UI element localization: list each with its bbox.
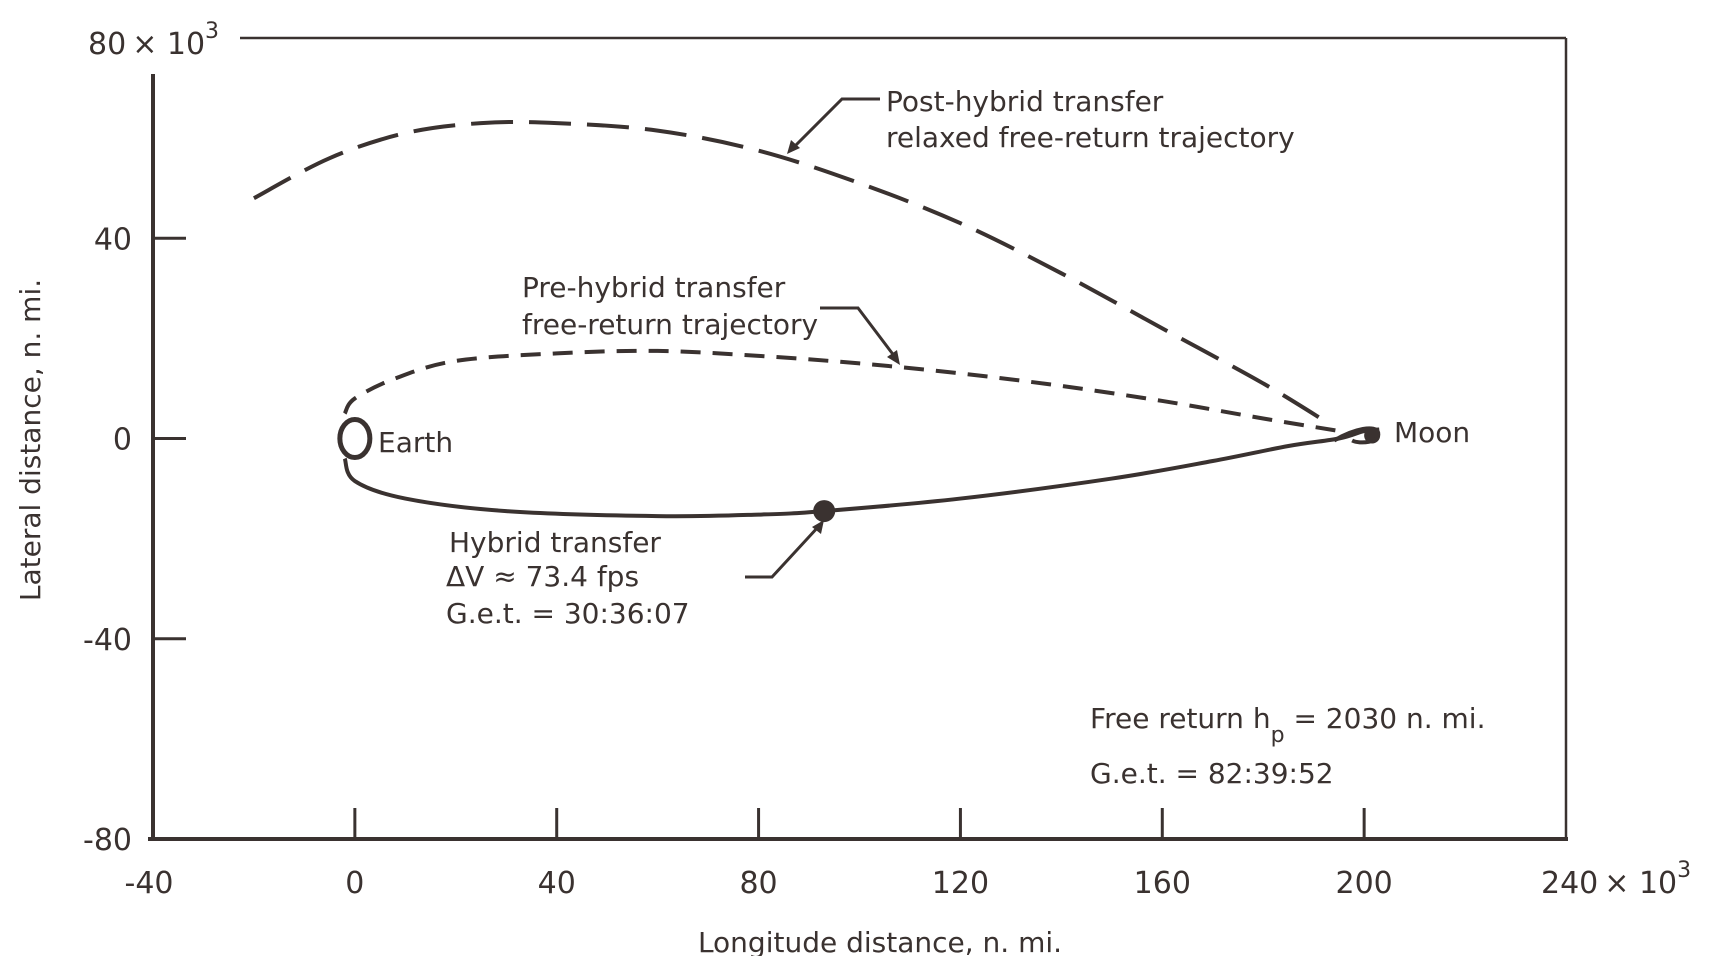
- hybrid-burn-point: [813, 500, 836, 523]
- post-hybrid-trajectory-line: [252, 120, 1330, 426]
- x-tick-label: 160: [1134, 866, 1191, 901]
- free-return-note: Free return hp = 2030 n. mi.: [1090, 702, 1485, 748]
- pre-hybrid-leader: [820, 306, 897, 358]
- y-tick-label: 40: [94, 222, 132, 257]
- x-tick-label: 80: [739, 866, 777, 901]
- pre-hybrid-trajectory-line: [342, 348, 1340, 433]
- y-tick-labels: -80 -40 0 40: [83, 222, 132, 858]
- hybrid-leader: [745, 524, 821, 579]
- x-tick-marks: [353, 808, 1366, 839]
- hybrid-transfer-label: Hybrid transfer ΔV ≈ 73.4 fps G.e.t. = 3…: [446, 526, 690, 630]
- earth-marker: [337, 417, 373, 460]
- post-hybrid-label: Post-hybrid transfer relaxed free-return…: [886, 85, 1295, 154]
- y-axis-title: Lateral distance, n. mi.: [14, 279, 47, 601]
- moon-marker: [1333, 426, 1381, 445]
- x-tick-labels: -40 0 40 80 120 160 200: [125, 866, 1393, 901]
- moon-label: Moon: [1394, 416, 1470, 449]
- x-tick-label: 120: [932, 866, 989, 901]
- hybrid-transfer-trajectory-line: [342, 427, 1380, 519]
- y-tick-label: -80: [83, 823, 132, 858]
- moon-swingby-loop: [1333, 426, 1381, 445]
- x-tick-label: 200: [1336, 866, 1393, 901]
- pre-hybrid-arrowhead: [887, 350, 900, 365]
- y-tick-marks: [153, 236, 186, 641]
- x-tick-label: 0: [345, 866, 364, 901]
- hybrid-arrowhead: [812, 520, 824, 534]
- x-multiplier: 240 × 103: [1541, 858, 1691, 901]
- y-tick-label: -40: [83, 623, 132, 658]
- x-tick-label: 40: [538, 866, 576, 901]
- x-tick-label: -40: [125, 866, 174, 901]
- post-hybrid-leader: [791, 97, 880, 150]
- earth-label: Earth: [378, 426, 453, 459]
- y-tick-label: 0: [113, 423, 132, 458]
- x-axis-title: Longitude distance, n. mi.: [698, 926, 1062, 956]
- free-return-get: G.e.t. = 82:39:52: [1090, 757, 1334, 790]
- post-hybrid-arrowhead: [787, 140, 800, 154]
- pre-hybrid-label: Pre-hybrid transfer free-return trajecto…: [522, 271, 818, 341]
- y-multiplier: 80 × 103: [88, 19, 219, 62]
